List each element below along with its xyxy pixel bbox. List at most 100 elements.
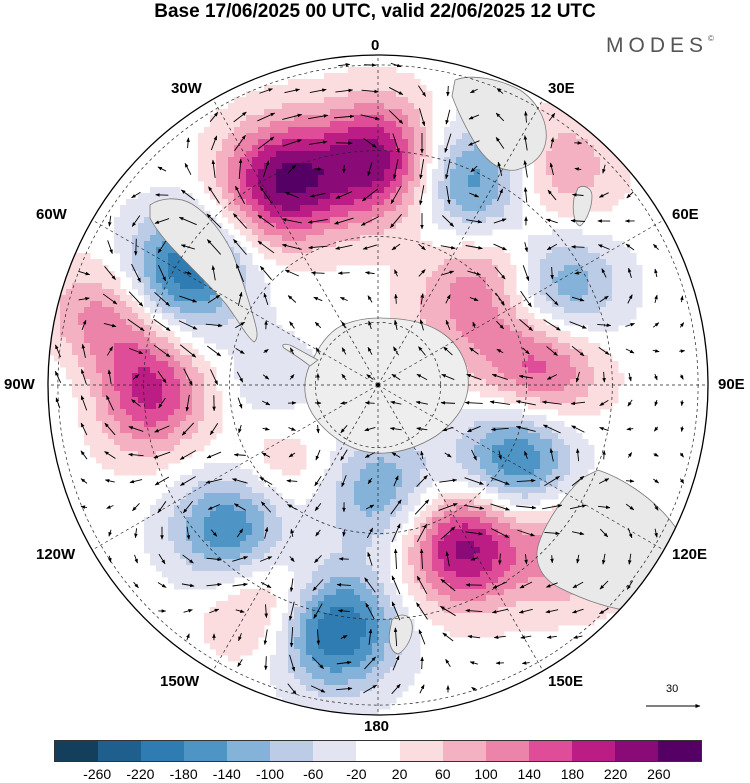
anomaly-cell <box>156 295 163 302</box>
anomaly-cell <box>444 157 451 164</box>
anomaly-cell <box>246 361 253 368</box>
anomaly-cell <box>516 295 523 302</box>
anomaly-cell <box>306 85 313 92</box>
anomaly-cell <box>120 259 127 266</box>
anomaly-cell <box>204 319 211 326</box>
anomaly-cell <box>534 319 541 326</box>
anomaly-cell <box>444 511 451 518</box>
anomaly-cell <box>552 385 559 392</box>
anomaly-cell <box>120 439 127 446</box>
anomaly-cell <box>108 361 115 368</box>
anomaly-cell <box>378 121 385 128</box>
anomaly-cell <box>474 313 481 320</box>
anomaly-cell <box>474 499 481 506</box>
anomaly-cell <box>402 463 409 470</box>
anomaly-cell <box>282 511 289 518</box>
anomaly-cell <box>402 271 409 278</box>
anomaly-cell <box>156 499 163 506</box>
anomaly-cell <box>372 139 379 146</box>
anomaly-cell <box>174 277 181 284</box>
anomaly-cell <box>618 241 625 248</box>
anomaly-cell <box>600 283 607 290</box>
anomaly-cell <box>480 247 487 254</box>
anomaly-cell <box>228 343 235 350</box>
anomaly-cell <box>510 331 517 338</box>
anomaly-cell <box>294 253 301 260</box>
anomaly-cell <box>558 289 565 296</box>
anomaly-cell <box>504 451 511 458</box>
anomaly-cell <box>552 391 559 398</box>
anomaly-cell <box>264 361 271 368</box>
anomaly-cell <box>396 469 403 476</box>
anomaly-cell <box>570 235 577 242</box>
anomaly-cell <box>324 127 331 134</box>
anomaly-cell <box>438 151 445 158</box>
anomaly-cell <box>240 145 247 152</box>
anomaly-cell <box>594 289 601 296</box>
anomaly-cell <box>294 169 301 176</box>
anomaly-cell <box>324 157 331 164</box>
anomaly-cell <box>468 499 475 506</box>
anomaly-cell <box>624 313 631 320</box>
anomaly-cell <box>486 343 493 350</box>
anomaly-cell <box>492 199 499 206</box>
anomaly-cell <box>228 187 235 194</box>
anomaly-cell <box>426 475 433 482</box>
anomaly-cell <box>504 427 511 434</box>
anomaly-cell <box>582 133 589 140</box>
anomaly-cell <box>576 151 583 158</box>
anomaly-cell <box>138 445 145 452</box>
anomaly-cell <box>234 253 241 260</box>
anomaly-cell <box>486 211 493 218</box>
anomaly-cell <box>474 505 481 512</box>
anomaly-cell <box>534 157 541 164</box>
anomaly-cell <box>204 367 211 374</box>
anomaly-cell <box>540 493 547 500</box>
anomaly-cell <box>522 343 529 350</box>
anomaly-cell <box>576 121 583 128</box>
anomaly-cell <box>426 523 433 530</box>
anomaly-cell <box>174 193 181 200</box>
anomaly-cell <box>102 385 109 392</box>
anomaly-cell <box>198 373 205 380</box>
anomaly-cell <box>174 289 181 296</box>
anomaly-cell <box>276 355 283 362</box>
anomaly-cell <box>282 253 289 260</box>
anomaly-cell <box>288 391 295 398</box>
anomaly-cell <box>258 373 265 380</box>
anomaly-cell <box>204 301 211 308</box>
anomaly-cell <box>180 385 187 392</box>
anomaly-cell <box>330 487 337 494</box>
anomaly-cell <box>492 349 499 356</box>
anomaly-cell <box>144 313 151 320</box>
anomaly-cell <box>180 511 187 518</box>
anomaly-cell <box>432 271 439 278</box>
anomaly-cell <box>138 199 145 206</box>
anomaly-cell <box>462 517 469 524</box>
anomaly-cell <box>246 367 253 374</box>
anomaly-cell <box>144 403 151 410</box>
anomaly-cell <box>102 427 109 434</box>
anomaly-cell <box>186 415 193 422</box>
anomaly-cell <box>204 499 211 506</box>
anomaly-cell <box>468 301 475 308</box>
anomaly-cell <box>552 451 559 458</box>
anomaly-cell <box>504 271 511 278</box>
anomaly-cell <box>384 505 391 512</box>
anomaly-cell <box>576 373 583 380</box>
anomaly-cell <box>498 337 505 344</box>
anomaly-cell <box>168 259 175 266</box>
anomaly-cell <box>396 103 403 110</box>
anomaly-cell <box>480 301 487 308</box>
anomaly-cell <box>222 313 229 320</box>
anomaly-cell <box>558 451 565 458</box>
anomaly-cell <box>96 451 103 458</box>
anomaly-cell <box>66 355 73 362</box>
anomaly-cell <box>234 517 241 524</box>
anomaly-cell <box>486 259 493 266</box>
anomaly-cell <box>582 301 589 308</box>
anomaly-cell <box>570 295 577 302</box>
anomaly-cell <box>528 319 535 326</box>
anomaly-cell <box>210 301 217 308</box>
anomaly-cell <box>312 235 319 242</box>
